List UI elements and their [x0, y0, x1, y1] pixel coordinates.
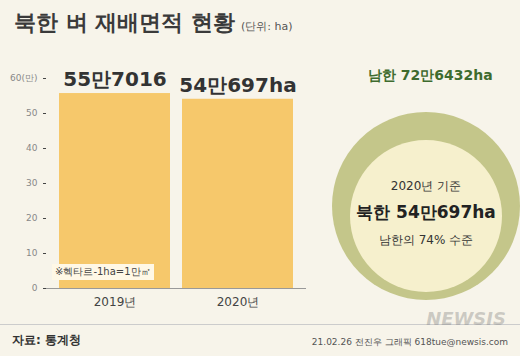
svg-text:30: 30 — [26, 178, 38, 188]
svg-text:50: 50 — [26, 108, 38, 118]
svg-text:40: 40 — [26, 143, 38, 153]
svg-text:남한의 74% 수준: 남한의 74% 수준 — [379, 233, 473, 247]
html-text:북한 벼 재배면적 현황 (단위: ha): 북한 벼 재배면적 현황 (단위: ha) — [14, 10, 293, 35]
html-text:21.02.26 전진우 그래픽 618tue@newsis: 21.02.26 전진우 그래픽 618tue@newsis.com — [311, 337, 508, 347]
svg-text:54만697ha: 54만697ha — [179, 73, 296, 97]
svg-text:60(만): 60(만) — [10, 73, 37, 83]
svg-text:북한 54만697ha: 북한 54만697ha — [356, 202, 496, 222]
svg-text:남한 72만6432ha: 남한 72만6432ha — [368, 67, 493, 83]
html-text:NEWSIS: NEWSIS — [426, 308, 506, 329]
html-text:자료: 통계청: 자료: 통계청 — [12, 333, 81, 347]
svg-text:2020년: 2020년 — [217, 295, 260, 309]
svg-text:10: 10 — [26, 248, 38, 258]
svg-text:20: 20 — [26, 213, 38, 223]
html-text:※헥타르-1ha=1만㎡: ※헥타르-1ha=1만㎡ — [55, 266, 151, 277]
svg-text:0: 0 — [32, 283, 38, 293]
svg-text:55만7016: 55만7016 — [63, 67, 167, 91]
svg-text:2019년: 2019년 — [94, 295, 137, 309]
svg-text:2020년 기준: 2020년 기준 — [391, 179, 461, 193]
